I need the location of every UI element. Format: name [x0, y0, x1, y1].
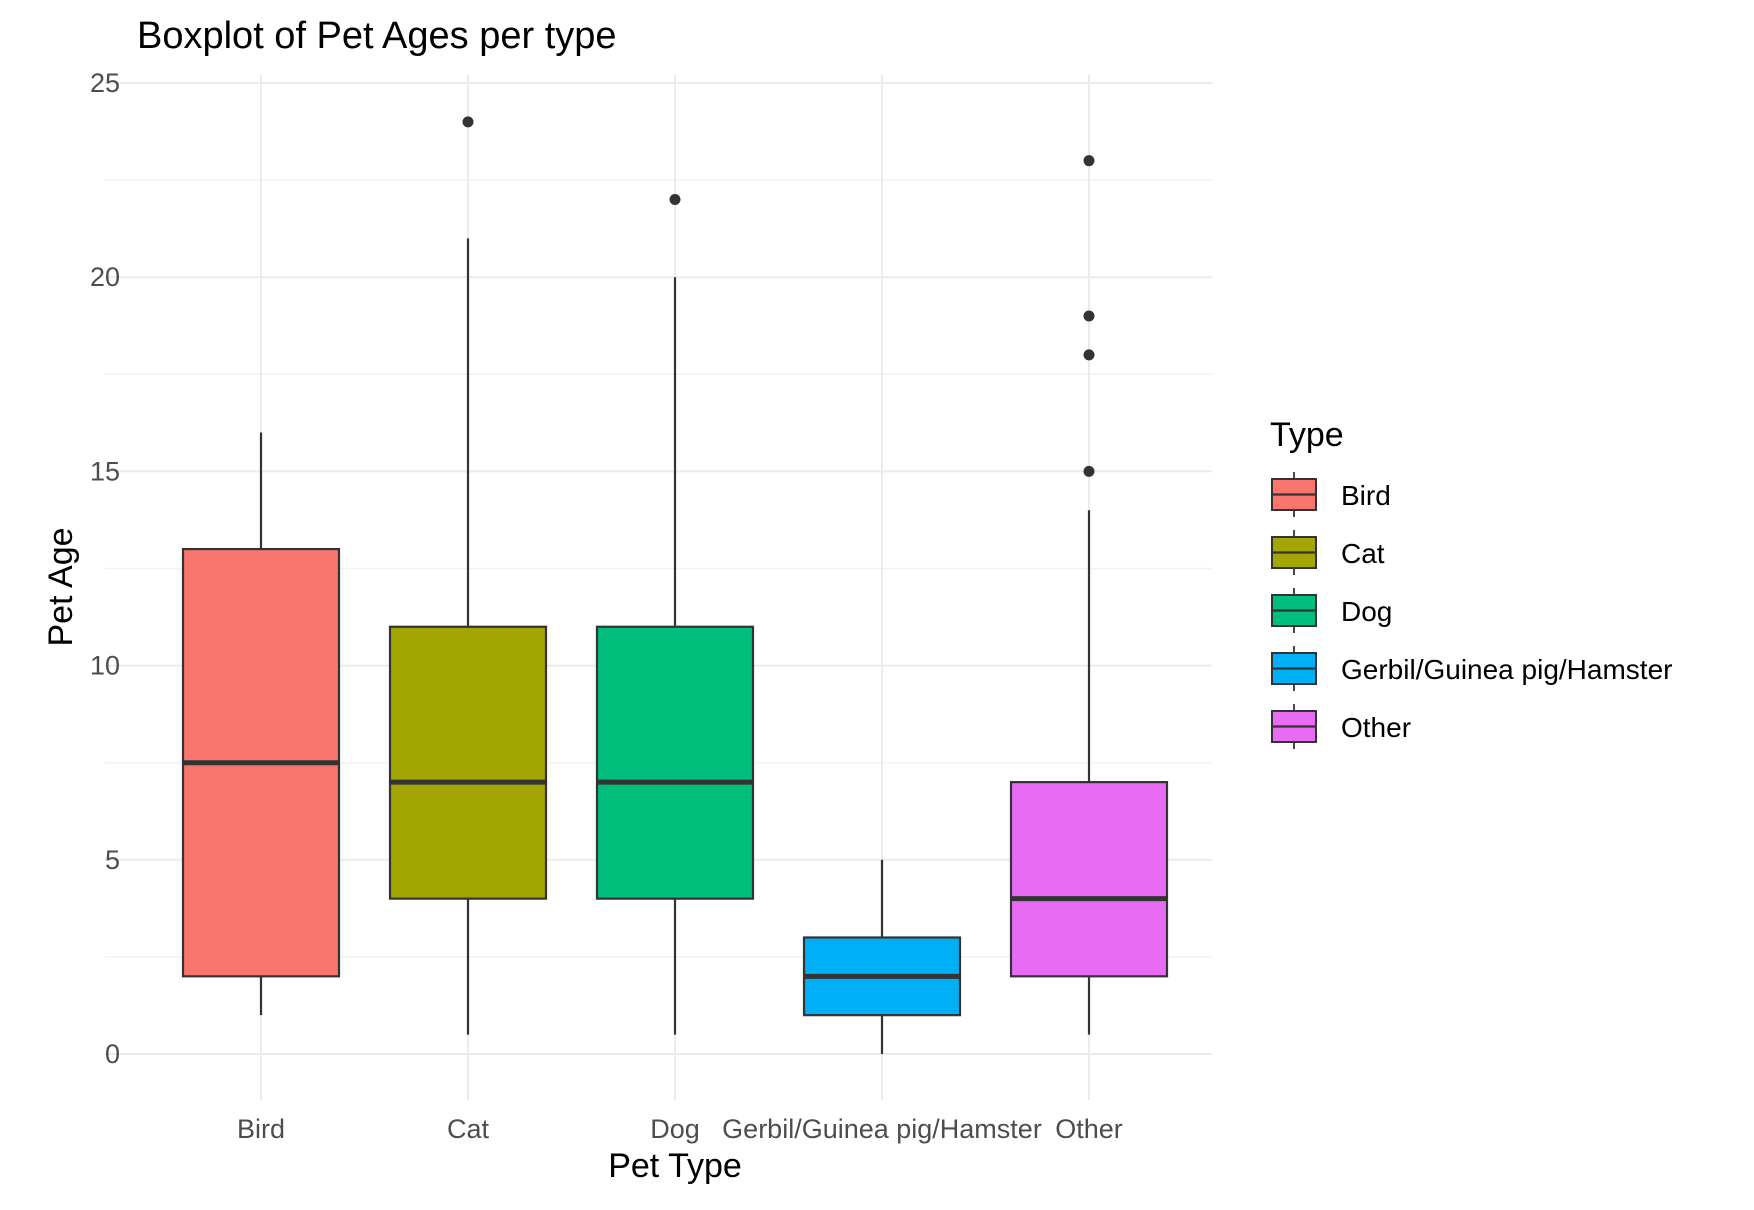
box-other: [1009, 155, 1169, 1035]
y-tick-label: 5: [105, 845, 120, 875]
legend-item: Bird: [1271, 472, 1391, 517]
y-tick-label: 10: [90, 651, 120, 681]
x-tick-label: Other: [1055, 1114, 1123, 1144]
y-tick-label: 25: [90, 68, 120, 98]
x-tick-label: Dog: [650, 1114, 700, 1144]
legend-item: Dog: [1271, 588, 1392, 633]
x-tick-label: Cat: [447, 1114, 490, 1144]
box-dog: [595, 194, 755, 1035]
chart-title: Boxplot of Pet Ages per type: [137, 15, 617, 57]
outlier-point: [462, 116, 474, 128]
box-cat: [388, 116, 548, 1035]
x-axis-ticks: Bird Cat Dog Gerbil/Guinea pig/Hamster Other: [237, 1114, 1123, 1144]
outlier-point: [1083, 310, 1095, 322]
box-body: [388, 625, 548, 900]
legend-item: Other: [1271, 704, 1411, 749]
x-tick-label: Bird: [237, 1114, 285, 1144]
outlier-point: [1083, 155, 1095, 167]
legend-item: Gerbil/Guinea pig/Hamster: [1271, 646, 1672, 691]
y-tick-label: 0: [105, 1039, 120, 1069]
x-axis-title: Pet Type: [608, 1147, 742, 1185]
legend-label: Bird: [1341, 480, 1391, 511]
legend-item: Cat: [1271, 530, 1385, 575]
x-tick-label: Gerbil/Guinea pig/Hamster: [722, 1114, 1042, 1144]
y-tick-label: 20: [90, 262, 120, 292]
outlier-point: [669, 194, 681, 206]
box-body: [595, 625, 755, 900]
y-axis-ticks: 0 5 10 15 20 25: [90, 68, 120, 1069]
legend-label: Cat: [1341, 538, 1385, 569]
boxes: [181, 116, 1169, 1054]
y-axis-title: Pet Age: [42, 527, 80, 646]
outlier-point: [1083, 465, 1095, 477]
legend-label: Dog: [1341, 596, 1392, 627]
legend: Type Bird Cat Dog Gerbil/Guinea pig/Hamster…: [1270, 416, 1672, 749]
legend-title: Type: [1270, 416, 1344, 454]
outlier-point: [1083, 349, 1095, 361]
legend-label: Other: [1341, 712, 1411, 743]
y-tick-label: 15: [90, 456, 120, 486]
box-bird: [181, 432, 341, 1016]
box-body: [1009, 781, 1169, 978]
legend-label: Gerbil/Guinea pig/Hamster: [1341, 654, 1672, 685]
box-gerbil-guinea-pig-hamster: [802, 859, 962, 1054]
